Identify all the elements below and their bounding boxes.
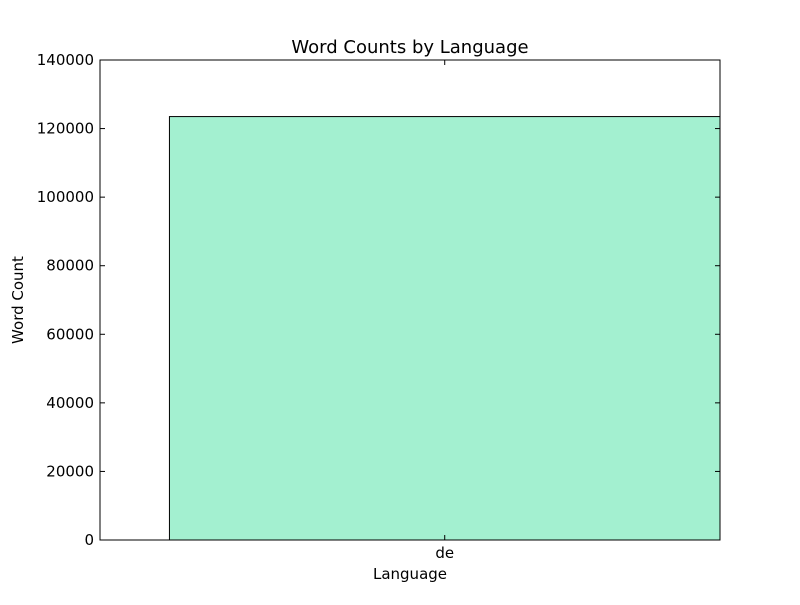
y-tick-label: 40000 [46,394,94,412]
bar-de [168,116,721,541]
y-tick-label: 60000 [46,325,94,343]
y-tick-label: 140000 [37,51,94,69]
y-tick-label: 120000 [37,120,94,138]
x-axis-label: Language [373,565,447,583]
x-tick-label: de [435,544,454,562]
y-tick-label: 80000 [46,257,94,275]
chart-title: Word Counts by Language [291,37,528,58]
y-axis-label: Word Count [9,256,27,344]
y-tick-label: 0 [84,531,94,549]
y-tick-label: 20000 [46,462,94,480]
plot-frame [99,59,721,541]
y-tick-label: 100000 [37,188,94,206]
plot-area: de 0 20000 40000 60000 80000 100000 120000 14000… [37,51,721,562]
